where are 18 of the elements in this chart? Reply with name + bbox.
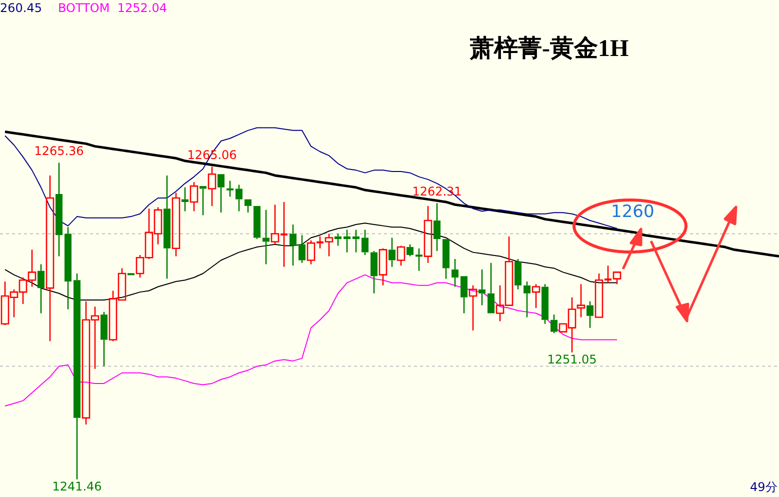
annotation: 1241.46 [52, 480, 102, 494]
candlestick [46, 174, 54, 342]
text: 260.45 [0, 1, 42, 16]
candlestick [414, 248, 424, 272]
candlestick [424, 205, 432, 264]
candlestick [468, 284, 478, 332]
text: BOTTOM 1252.04 [58, 1, 167, 16]
annotation: 1251.05 [547, 352, 597, 366]
candlestick [172, 192, 180, 257]
candlestick [378, 248, 388, 286]
candlestick [226, 180, 234, 198]
candlestick [208, 166, 216, 207]
chart-title: 萧梓菁-黄金1H [470, 34, 629, 64]
candlestick [532, 283, 540, 309]
candlestick [576, 283, 586, 318]
candlestick [190, 181, 198, 212]
annotation: 1265.36 [34, 144, 84, 158]
text: 49分 [750, 480, 778, 494]
